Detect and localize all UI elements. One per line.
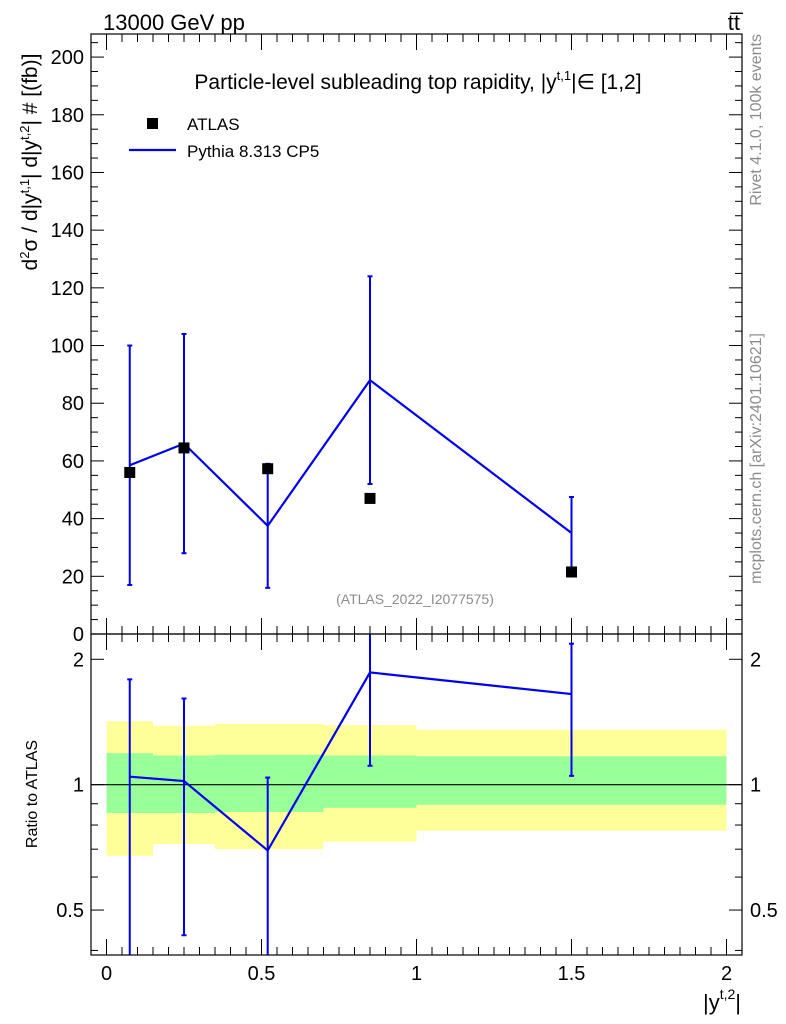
rivet-label: Rivet 4.1.0, 100k events [748,34,765,206]
legend-mc-label: Pythia 8.313 CP5 [187,142,319,161]
ratio-x-tick-label: 0 [101,963,112,985]
ratio-x-tick-label: 0.5 [248,963,276,985]
main-y-tick-label: 20 [62,566,84,588]
atlas-data-point [124,466,136,478]
main-y-tick-label: 100 [51,336,84,358]
legend: ATLAS Pythia 8.313 CP5 [129,115,319,161]
ratio-uncertainty-bands [91,721,742,856]
main-y-tick-label: 80 [62,393,84,415]
main-y-tick-label: 60 [62,451,84,473]
main-title-post: |∈ [1,2] [571,71,641,94]
legend-data-marker [147,118,158,129]
main-y-tick-label: 180 [51,105,84,127]
atlas-data-point [566,566,577,578]
ratio-series-layer [127,634,574,955]
main-series-layer [124,275,577,589]
header-energy-label: 13000 GeV pp [103,10,245,35]
main-title-sup: t,1 [557,68,571,83]
ratio-x-axis: 0 0.5 1 1.5 2 [101,634,732,985]
main-x-axis [106,34,727,634]
main-y-tick-label: 0 [73,624,84,646]
main-y-tick-label: 40 [62,509,84,531]
main-y-axis: 0 20 40 60 80 100 120 140 160 180 200 [51,42,742,646]
ratio-y-tick-label-right: 2 [750,649,761,671]
atlas-data-point [262,463,274,475]
ratio-x-tick-label: 1.5 [558,963,586,985]
mc-series-line [129,378,573,534]
ratio-y-tick-label: 1 [73,775,84,797]
main-title-pre: Particle-level subleading top rapidity, … [194,71,546,94]
ratio-plot-frame [90,633,743,956]
ratio-y-axis: 0.5 0.5 1 1 2 2 [56,649,778,951]
ratio-x-tick-label: 2 [721,963,732,985]
main-title-var: y [546,71,557,94]
ratio-x-axis-label: |yt,2| [703,986,741,1015]
atlas-data-point [364,492,376,504]
legend-data-label: ATLAS [187,115,240,134]
main-y-axis-label: d2σ / d|yt,1| d|yt,2| # [(fb)] [17,54,42,271]
main-y-tick-label: 200 [51,47,84,69]
mcplots-label: mcplots.cern.ch [arXiv:2401.10621] [748,333,765,584]
main-y-tick-label: 140 [51,220,84,242]
ratio-y-tick-label: 0.5 [56,900,84,922]
ratio-y-tick-label-right: 1 [750,775,761,797]
ratio-y-axis-label: Ratio to ATLAS [24,740,41,848]
ratio-y-tick-label-right: 0.5 [750,900,778,922]
main-y-tick-label: 120 [51,278,84,300]
atlas-data-point [178,442,190,454]
x-axis-var: y [709,990,720,1015]
header-process-label: tt̅ [728,10,744,35]
x-axis-sup: t,2 [720,986,736,1002]
ratio-x-tick-label: 1 [411,963,422,985]
ratio-series-line [129,671,572,853]
ratio-y-tick-label: 2 [73,649,84,671]
main-title: Particle-level subleading top rapidity, … [194,68,641,94]
main-y-tick-label: 160 [51,162,84,184]
analysis-watermark: (ATLAS_2022_I2077575) [336,591,494,607]
